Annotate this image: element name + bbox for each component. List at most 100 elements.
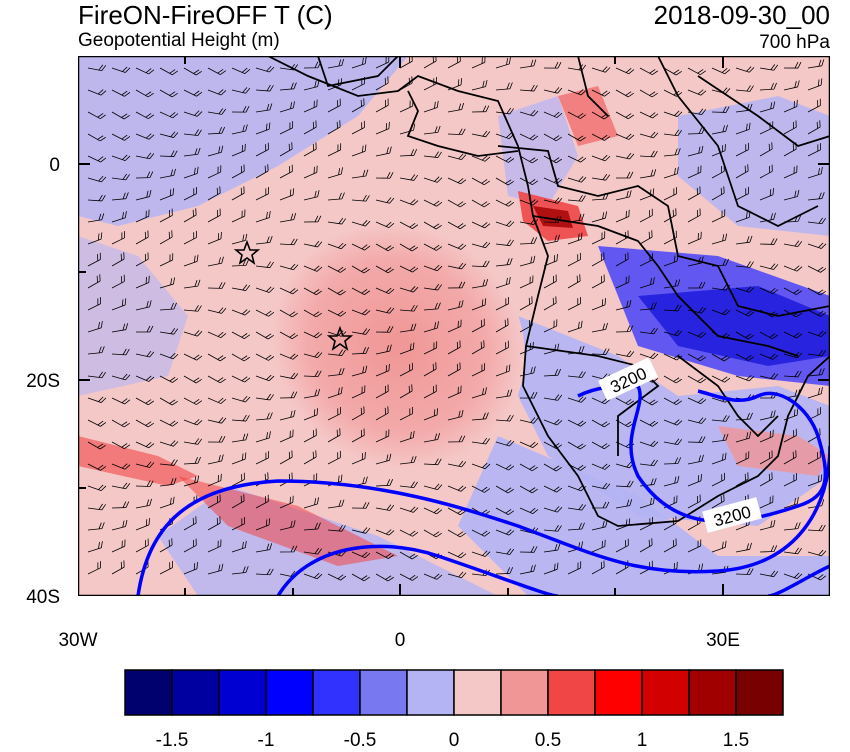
wind-barb <box>135 89 154 98</box>
wind-barb <box>183 353 203 361</box>
wind-barb <box>543 216 562 223</box>
wind-barb <box>543 368 562 377</box>
wind-barb <box>423 384 437 399</box>
wind-barb <box>111 192 129 201</box>
wind-barb <box>471 412 489 421</box>
wind-barb <box>327 192 345 201</box>
wind-barb <box>135 133 155 140</box>
wind-barb <box>663 279 681 289</box>
plot-subtitle: Geopotential Height (m) <box>78 30 280 51</box>
wind-barb <box>567 111 587 119</box>
wind-barb <box>471 155 491 162</box>
wind-barb <box>639 397 658 406</box>
wind-barb <box>135 300 152 311</box>
wind-barb <box>255 142 269 157</box>
wind-barb <box>255 431 271 443</box>
wind-barb <box>351 365 368 377</box>
wind-barb <box>375 265 394 274</box>
wind-barb <box>135 275 150 289</box>
wind-barb <box>735 353 755 361</box>
wind-barb <box>519 485 538 494</box>
wind-barb <box>207 145 224 157</box>
wind-barb <box>471 363 486 377</box>
wind-barb <box>399 573 419 581</box>
wind-barb <box>303 142 317 157</box>
wind-barb <box>615 299 632 311</box>
wind-barb <box>759 212 776 223</box>
wind-barb <box>351 144 367 157</box>
wind-barb <box>591 274 605 289</box>
star-marker-2 <box>326 325 354 351</box>
wind-barb <box>615 111 635 120</box>
wind-barb <box>807 78 823 91</box>
wind-barb <box>543 87 563 94</box>
wind-barb <box>255 309 275 317</box>
wind-barb <box>783 215 802 223</box>
wind-barb <box>207 282 226 289</box>
wind-barb <box>711 233 728 245</box>
wind-barb <box>327 499 345 509</box>
wind-barb <box>543 543 561 553</box>
wind-barb <box>519 133 539 141</box>
wind-barb <box>519 218 539 225</box>
wind-barb <box>543 274 557 289</box>
wind-barb <box>399 243 418 252</box>
wind-barb <box>711 452 727 465</box>
wind-barb <box>567 176 587 183</box>
wind-barb <box>567 133 586 142</box>
wind-barb <box>735 261 754 268</box>
wind-barb <box>543 525 562 532</box>
wind-barb <box>807 474 823 487</box>
wind-barb <box>591 348 610 355</box>
wind-barb <box>519 59 537 69</box>
wind-barb <box>207 231 222 245</box>
wind-barb <box>591 66 611 73</box>
wind-barb <box>447 362 461 377</box>
wind-barb <box>231 494 245 509</box>
wind-barb <box>351 428 365 443</box>
wind-barb <box>183 330 203 337</box>
wind-barb <box>159 230 173 245</box>
colorbar-box <box>171 669 220 716</box>
wind-barb <box>591 231 606 245</box>
wind-barb <box>495 57 511 69</box>
wind-barb <box>615 133 635 140</box>
wind-barb <box>543 197 563 204</box>
wind-barb <box>735 85 754 92</box>
colorbar-label: 1.5 <box>722 730 750 751</box>
wind-barb <box>471 199 490 208</box>
wind-barb <box>159 375 179 383</box>
wind-barb <box>423 362 437 377</box>
wind-barb <box>519 546 538 553</box>
wind-barb <box>87 346 105 355</box>
wind-barb <box>399 199 419 206</box>
wind-barb <box>591 89 611 97</box>
wind-barb <box>159 253 174 267</box>
colorbar-box <box>594 669 643 716</box>
wind-barb <box>519 441 539 448</box>
wind-barb <box>327 78 343 91</box>
wind-barb <box>375 406 389 421</box>
wind-barb <box>567 89 587 96</box>
wind-barb <box>303 370 322 378</box>
wind-barb <box>687 281 706 289</box>
wind-barb <box>207 165 222 179</box>
wind-barb <box>639 67 659 76</box>
wind-barb <box>567 320 583 333</box>
wind-barb <box>183 89 203 97</box>
wind-barb <box>183 516 197 531</box>
wind-barb <box>279 331 299 340</box>
wind-barb <box>423 529 442 538</box>
wind-barb <box>183 254 199 267</box>
wind-barb <box>279 353 299 360</box>
wind-barb <box>159 477 177 487</box>
wind-barb <box>207 435 226 443</box>
wind-barb <box>591 192 609 201</box>
wind-barb <box>687 256 704 267</box>
wind-barb <box>303 572 323 580</box>
wind-barb <box>399 323 417 333</box>
wind-barb <box>591 298 606 311</box>
colorbar-label: 0.5 <box>534 730 562 751</box>
wind-barb <box>279 121 294 135</box>
colorbar-box <box>312 669 361 716</box>
